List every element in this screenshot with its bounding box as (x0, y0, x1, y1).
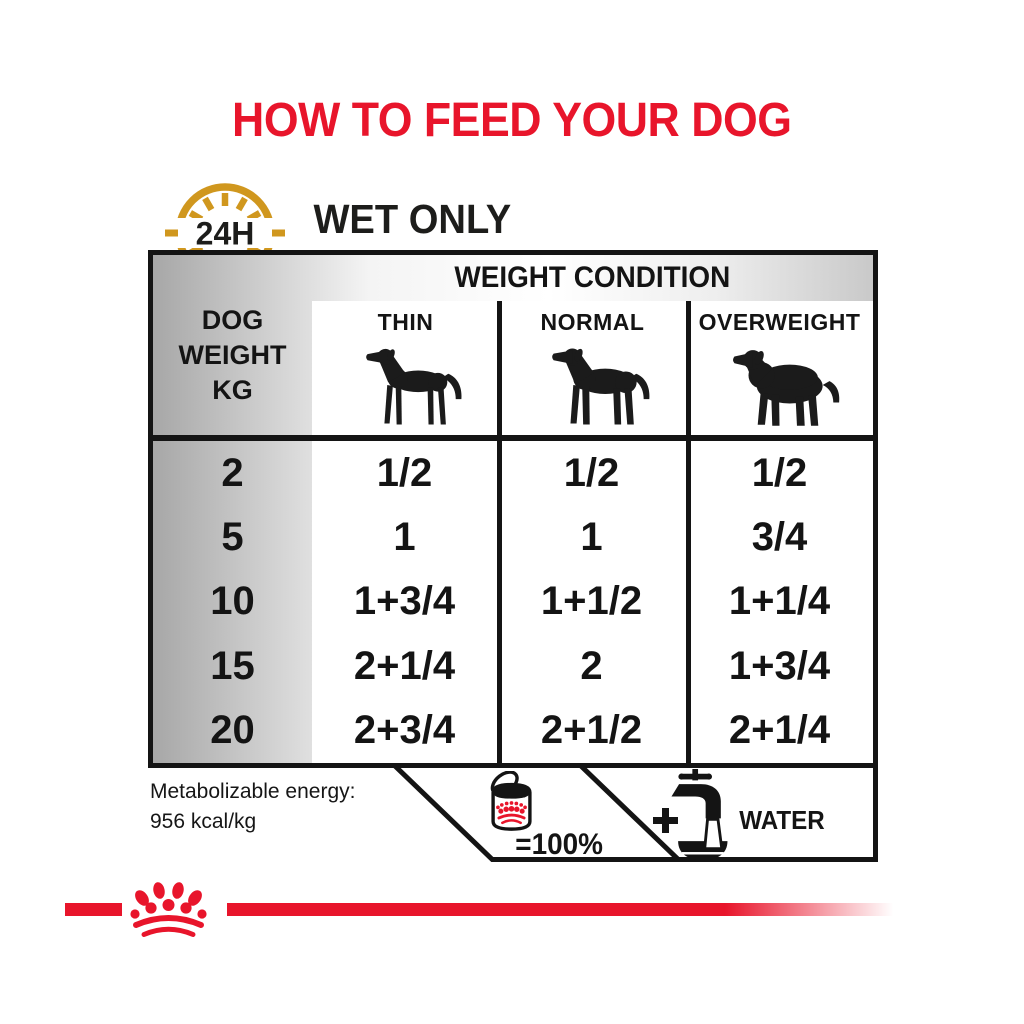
weight-condition-header: WEIGHT CONDITION (454, 261, 731, 294)
feeding-amount-cell: 2 (580, 643, 603, 688)
plus-icon (653, 808, 678, 833)
column-overweight: OVERWEIGHT (686, 301, 873, 435)
dog-weight-cell: 20 (210, 708, 255, 753)
24h-clock-icon: 24H (164, 183, 286, 283)
wet-can-icon (490, 771, 532, 831)
feeding-amount-cell: 1 (580, 515, 603, 560)
dog-weight-cell: 10 (210, 579, 255, 624)
column-thin: THIN (312, 301, 499, 435)
feeding-amount-cell: 1 (393, 515, 416, 560)
feeding-amount-cell: 1/2 (563, 450, 620, 495)
feeding-amount-cell: 1/2 (376, 450, 433, 495)
feeding-table: WEIGHT CONDITION DOG WEIGHT KG THIN (148, 250, 878, 768)
table-footer-frame (393, 768, 878, 862)
dog-weight-kg-header: DOG WEIGHT KG (178, 305, 287, 405)
feeding-amount-cell: 2+1/2 (540, 708, 643, 753)
header-divider-line (153, 435, 873, 441)
feeding-amount-cell: 1/2 (751, 450, 808, 495)
feeding-amount-cell: 1+1/2 (540, 579, 643, 624)
clock-24h-label: 24H (196, 216, 255, 252)
dog-weight-cell: 2 (221, 450, 244, 495)
energy-line-1: Metabolizable energy: (150, 780, 356, 803)
wet-only-heading: WET ONLY (313, 196, 512, 242)
thin-dog-icon (365, 348, 461, 425)
feeding-amount-cell: 3/4 (751, 515, 808, 560)
feeding-amount-cell: 1+1/4 (728, 579, 831, 624)
water-tap-icon (671, 769, 728, 862)
feeding-amount-cell: 2+3/4 (353, 708, 456, 753)
water-label: WATER (739, 805, 825, 835)
brand-paw-crown-logo (130, 882, 207, 937)
feeding-amount-cell: 2+1/4 (353, 643, 456, 688)
thin-label: THIN (377, 309, 434, 335)
normal-dog-icon (551, 348, 649, 425)
feeding-amount-cell: 1+3/4 (728, 643, 831, 688)
normal-label: NORMAL (540, 309, 645, 335)
feeding-data-grid: 2 1/2 1/2 1/2 5 1 1 3/4 10 1+3/4 1+1/2 1… (153, 441, 873, 763)
feeding-amount-cell: 1+3/4 (353, 579, 456, 624)
column-separator-1 (497, 301, 502, 763)
dog-weight-cell: 5 (221, 515, 244, 560)
page-title-text: HOW TO FEED YOUR DOG (232, 94, 792, 147)
brand-stripe-left (65, 903, 122, 916)
overweight-label: OVERWEIGHT (698, 309, 861, 335)
dog-weight-cell: 15 (210, 643, 255, 688)
overweight-dog-icon (732, 350, 839, 426)
feeding-amount-cell: 2+1/4 (728, 708, 831, 753)
can-crown-pattern (496, 801, 527, 814)
page-title: HOW TO FEED YOUR DOG (0, 93, 1024, 148)
column-separator-2 (686, 301, 691, 763)
metabolizable-energy-note: Metabolizable energy: 956 kcal/kg (150, 777, 355, 837)
condition-columns-header: THIN NORMAL (312, 301, 873, 435)
can-equals-100-label: =100% (515, 828, 603, 861)
energy-line-2: 956 kcal/kg (150, 810, 257, 833)
brand-stripe-right (227, 903, 900, 916)
column-normal: NORMAL (499, 301, 686, 435)
